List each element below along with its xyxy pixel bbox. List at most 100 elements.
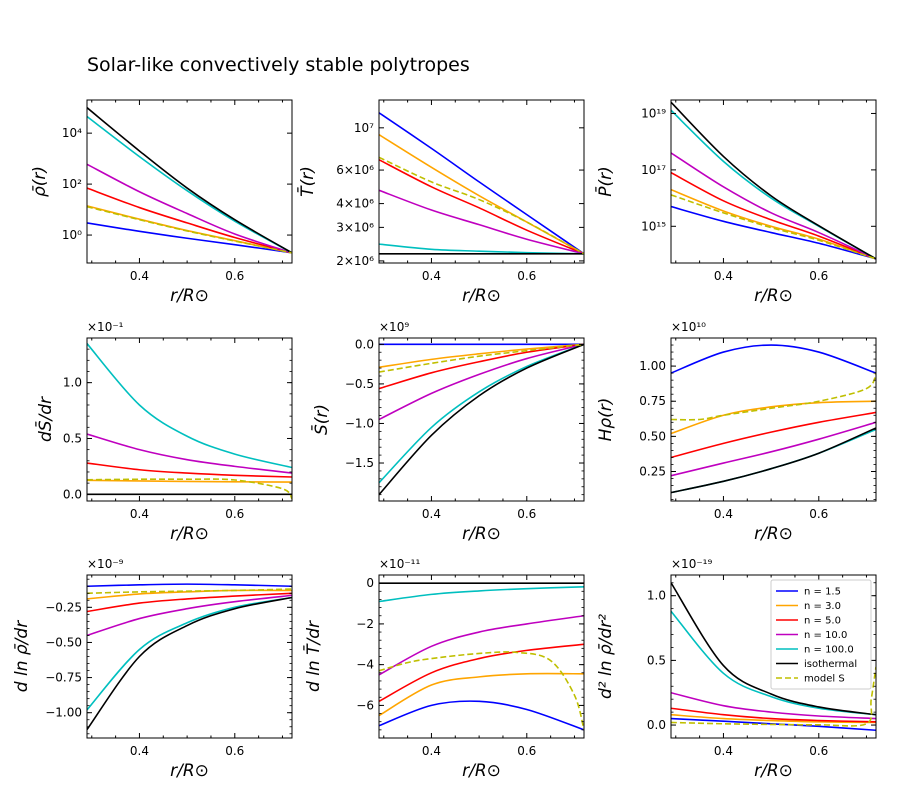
y-axis-label: ρ̄(r)	[30, 166, 50, 197]
y-tick-label: −0.5	[345, 377, 374, 391]
y-tick-label: 4×10⁶	[336, 197, 374, 211]
series-line-n-100-0	[671, 610, 876, 716]
panel-3: 0.4 0.6 10¹⁵ 10¹⁷ 10¹⁹ r/R⊙ P̄(r)	[594, 99, 877, 306]
series-line-n-100-0	[671, 428, 876, 494]
legend: n = 1.5 n = 3.0 n = 5.0 n = 10.0 n = 100.0 is…	[770, 579, 872, 690]
series-line-n-5-0	[379, 158, 584, 255]
series-line-n-100-0	[87, 115, 292, 254]
axis-multiplier: ×10⁻¹¹	[379, 557, 420, 571]
series-group	[87, 343, 292, 500]
series-line-model-s	[671, 666, 876, 727]
legend-label: isothermal	[804, 659, 857, 670]
axis-multiplier: ×10¹⁰	[671, 320, 706, 334]
x-tick-label: 0.6	[517, 269, 536, 283]
x-tick-label: 0.4	[422, 507, 441, 521]
series-line-n-3-0	[87, 479, 292, 483]
legend-box	[770, 579, 872, 690]
panel-5: 0.4 0.6 −1.5 −1.0 −0.5 0.0 r/R⊙ S̄(r) ×10⁹	[310, 320, 585, 544]
x-tick-label: 0.6	[809, 269, 828, 283]
series-line-model-s	[379, 156, 584, 255]
series-line-n-10-0	[87, 163, 292, 254]
y-tick-label: 10¹⁵	[641, 219, 666, 233]
axis-multiplier: ×10⁻¹	[87, 320, 124, 334]
panel-9: 0.4 0.6 0.0 0.5 1.0 r/R⊙ d² ln ρ̄/dr² ×10⁻¹⁹ n =…	[596, 557, 877, 781]
y-tick-label: 0.0	[355, 337, 374, 351]
panel-8: 0.4 0.6 −6 −4 −2 0 r/R⊙ d ln T̄/dr ×10⁻¹¹	[302, 557, 585, 781]
x-tick-label: 0.4	[130, 269, 149, 283]
y-tick-label: 0.50	[639, 429, 666, 443]
y-tick-label: −1.5	[345, 456, 374, 470]
y-axis-label: P̄(r)	[594, 166, 616, 197]
y-tick-label: 10⁷	[354, 121, 374, 135]
series-line-isothermal	[671, 427, 876, 494]
x-axis-label: r/R⊙	[170, 761, 209, 781]
panel-7: 0.4 0.6 −1.00 −0.75 −0.50 −0.25 r/R⊙ d ln ρ̄/dr…	[12, 557, 293, 781]
x-axis-label: r/R⊙	[170, 524, 209, 544]
plot-frame	[86, 337, 293, 502]
x-tick-label: 0.4	[130, 744, 149, 758]
series-line-n-3-0	[379, 343, 584, 369]
legend-label: n = 1.5	[804, 587, 841, 598]
y-tick-label: −0.25	[45, 600, 82, 614]
series-line-n-10-0	[671, 421, 876, 477]
y-tick-label: 0.0	[63, 487, 82, 501]
y-tick-label: 10²	[62, 177, 82, 191]
y-axis-label: T̄(r)	[296, 166, 318, 197]
series-line-n-100-0	[379, 586, 584, 603]
series-line-model-s	[671, 194, 876, 260]
series-line-isothermal	[671, 101, 876, 260]
series-line-model-s	[87, 205, 292, 254]
series-line-n-100-0	[379, 343, 584, 484]
series-line-n-100-0	[671, 109, 876, 260]
legend-label: model S	[804, 674, 845, 685]
series-line-n-3-0	[87, 205, 292, 254]
panel-6: 0.4 0.6 0.25 0.50 0.75 1.00 r/R⊙ Hρ(r) ×10¹⁰	[596, 320, 877, 544]
series-line-isothermal	[87, 596, 292, 731]
axis-multiplier: ×10⁻¹⁹	[671, 557, 712, 571]
x-tick-label: 0.4	[714, 269, 733, 283]
y-axis-label: d ln ρ̄/dr	[12, 620, 32, 692]
series-line-isothermal	[379, 343, 584, 496]
series-group	[379, 343, 584, 496]
series-line-n-10-0	[87, 433, 292, 474]
series-line-n-10-0	[379, 614, 584, 676]
x-axis-label: r/R⊙	[754, 524, 793, 544]
x-tick-label: 0.4	[130, 507, 149, 521]
series-line-model-s	[87, 478, 292, 500]
series-group	[671, 582, 876, 732]
y-tick-label: −1.0	[345, 416, 374, 430]
legend-label: n = 3.0	[804, 601, 841, 612]
x-tick-label: 0.6	[809, 507, 828, 521]
series-line-n-3-0	[379, 134, 584, 255]
x-tick-label: 0.6	[517, 744, 536, 758]
x-tick-label: 0.6	[225, 744, 244, 758]
plot-frame	[670, 337, 877, 502]
x-axis-label: r/R⊙	[754, 761, 793, 781]
series-line-n-10-0	[87, 594, 292, 637]
series-group	[87, 583, 292, 731]
series-line-n-10-0	[671, 152, 876, 260]
y-axis-label: d² ln ρ̄/dr²	[596, 614, 616, 699]
plot-frame	[86, 99, 293, 264]
series-line-n-3-0	[379, 672, 584, 717]
series-line-model-s	[379, 651, 584, 731]
panels: 0.4 0.6 10⁰ 10² 10⁴ r/R⊙ ρ̄(r) 0.4 0.6 2×10⁶ 3×10⁶…	[12, 99, 877, 781]
x-axis-label: r/R⊙	[462, 524, 501, 544]
x-tick-label: 0.6	[225, 269, 244, 283]
y-tick-label: 1.0	[63, 376, 82, 390]
series-group	[379, 112, 584, 255]
series-line-n-5-0	[87, 592, 292, 613]
y-tick-label: 3×10⁶	[336, 220, 374, 234]
y-tick-label: −1.00	[45, 706, 82, 720]
y-tick-label: 0.5	[63, 431, 82, 445]
y-tick-label: 6×10⁶	[336, 163, 374, 177]
y-tick-label: 10¹⁷	[641, 163, 666, 177]
series-group	[87, 107, 292, 254]
panel-4: 0.4 0.6 0.0 0.5 1.0 r/R⊙ dS̄/dr ×10⁻¹	[34, 320, 293, 544]
series-line-n-5-0	[671, 411, 876, 459]
y-tick-label: 0.5	[647, 653, 666, 667]
series-line-isothermal	[671, 582, 876, 716]
y-tick-label: −6	[356, 698, 374, 712]
axis-multiplier: ×10⁹	[379, 320, 409, 334]
figure-title: Solar-like convectively stable polytrope…	[87, 54, 470, 76]
